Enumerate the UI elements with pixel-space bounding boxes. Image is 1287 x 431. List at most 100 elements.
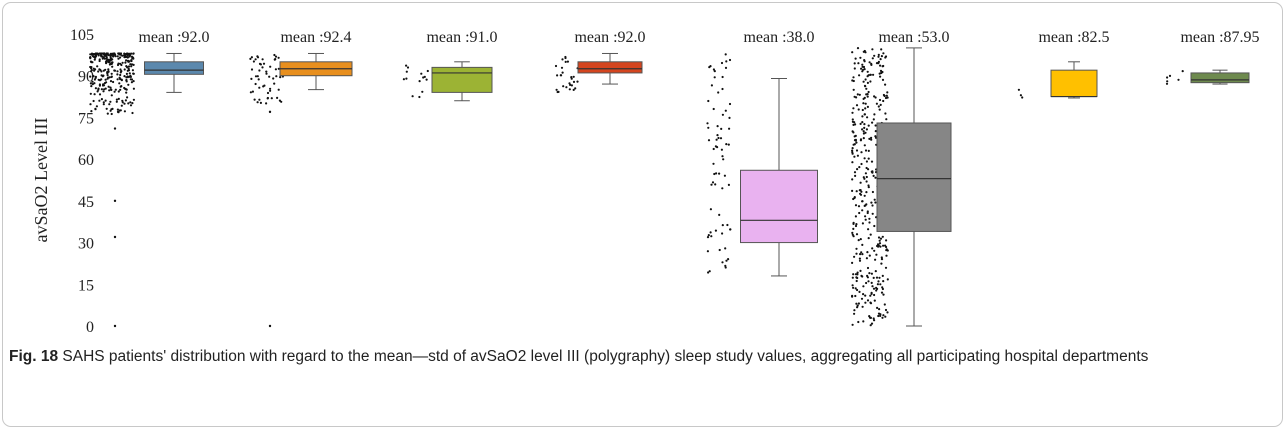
- data-point: [727, 143, 730, 146]
- data-point: [125, 59, 128, 62]
- data-point: [107, 60, 110, 64]
- data-point: [877, 236, 881, 239]
- data-point: [729, 228, 732, 231]
- data-point: [864, 294, 867, 297]
- data-point: [863, 157, 866, 160]
- data-point: [256, 55, 259, 58]
- data-point: [123, 75, 126, 78]
- data-point: [869, 301, 872, 304]
- data-point: [250, 56, 253, 59]
- data-point: [854, 174, 857, 177]
- data-point: [111, 107, 114, 110]
- data-point: [110, 88, 113, 91]
- box: [144, 61, 204, 75]
- data-point: [117, 97, 120, 100]
- data-point: [851, 284, 854, 287]
- data-point: [863, 126, 866, 129]
- data-point: [851, 261, 854, 264]
- data-point: [724, 109, 727, 112]
- data-point: [117, 62, 120, 65]
- data-point: [574, 87, 577, 90]
- data-point: [875, 289, 878, 292]
- data-point: [858, 259, 862, 262]
- data-point: [258, 98, 261, 101]
- data-point: [878, 72, 881, 75]
- data-point: [279, 76, 282, 79]
- mean-annotation: mean :87.95: [1180, 29, 1259, 46]
- data-point: [254, 58, 257, 61]
- data-point: [855, 223, 858, 226]
- data-point: [721, 187, 724, 190]
- data-point: [570, 77, 573, 80]
- data-point: [868, 137, 871, 140]
- data-point: [105, 81, 108, 84]
- data-point: [89, 53, 92, 56]
- figure-label: Fig. 18: [9, 348, 59, 365]
- data-point: [854, 294, 857, 298]
- data-point: [720, 127, 723, 130]
- data-point: [861, 200, 864, 203]
- data-point: [132, 98, 135, 101]
- data-point: [709, 231, 712, 234]
- data-point: [864, 218, 867, 221]
- data-point: [117, 57, 120, 60]
- data-point: [270, 97, 273, 100]
- mean-annotation: mean :38.0: [743, 29, 814, 46]
- data-point: [113, 324, 117, 328]
- data-point: [886, 91, 889, 94]
- data-point: [717, 91, 720, 94]
- data-point: [100, 98, 103, 101]
- data-point: [851, 231, 854, 234]
- data-point: [274, 55, 278, 58]
- data-point: [123, 110, 126, 113]
- data-point: [857, 108, 860, 111]
- data-point: [120, 79, 123, 82]
- data-point: [856, 276, 859, 280]
- data-point: [720, 61, 724, 65]
- data-point: [855, 141, 858, 144]
- data-point: [862, 320, 865, 323]
- data-point: [1177, 78, 1180, 81]
- data-point: [132, 63, 135, 66]
- data-point: [856, 168, 859, 171]
- data-point: [861, 121, 864, 124]
- data-point: [106, 74, 109, 77]
- data-point: [863, 84, 867, 87]
- data-point: [877, 62, 880, 65]
- data-point: [865, 166, 868, 170]
- data-point: [863, 204, 866, 207]
- data-point: [265, 102, 268, 105]
- data-point: [109, 86, 112, 89]
- data-point: [879, 245, 882, 248]
- data-point: [864, 107, 867, 110]
- data-point: [877, 280, 880, 283]
- data-point: [853, 171, 857, 174]
- data-point: [112, 80, 115, 84]
- data-point: [107, 68, 110, 71]
- data-point: [249, 57, 252, 61]
- data-point: [884, 266, 888, 269]
- data-point: [874, 176, 877, 179]
- data-point: [113, 235, 117, 239]
- data-point: [851, 233, 854, 236]
- data-point: [859, 253, 862, 256]
- data-point: [572, 75, 575, 78]
- data-point: [861, 305, 864, 308]
- data-point: [866, 95, 869, 98]
- data-point: [120, 70, 123, 73]
- data-point: [853, 67, 856, 70]
- data-point: [104, 60, 108, 64]
- data-point: [125, 80, 128, 83]
- data-point: [116, 55, 119, 58]
- data-point: [119, 88, 122, 91]
- data-point: [106, 72, 109, 75]
- data-point: [852, 107, 855, 110]
- data-point: [91, 80, 94, 83]
- data-point: [127, 83, 130, 86]
- data-point: [877, 245, 880, 248]
- data-point: [128, 60, 131, 63]
- data-point: [89, 82, 92, 85]
- y-tick-label: 60: [78, 152, 94, 169]
- data-point: [131, 56, 135, 59]
- data-point: [125, 72, 128, 75]
